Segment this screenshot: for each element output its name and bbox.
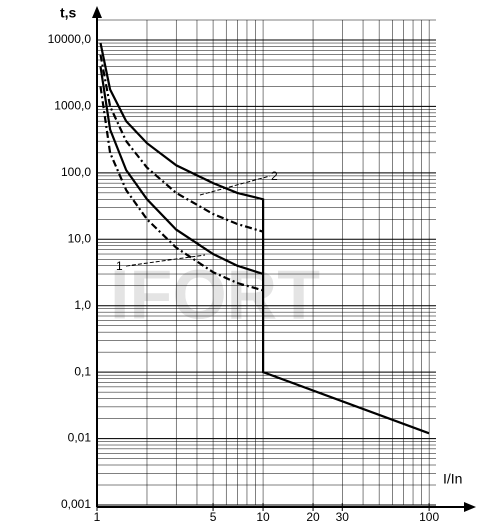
- annotation: 2: [271, 169, 278, 183]
- grid: [96, 19, 436, 506]
- x-axis-label: I/In: [443, 471, 462, 487]
- annotation: 1: [116, 259, 123, 273]
- y-axis-arrow: [92, 6, 102, 18]
- x-tick-label: 1: [94, 510, 101, 524]
- plot: [99, 42, 430, 435]
- x-tick-label: 30: [336, 510, 350, 524]
- watermark: IFORT: [110, 255, 320, 333]
- curve: [99, 54, 264, 233]
- x-tick-label: 100: [419, 510, 439, 524]
- y-tick-label: 10,0: [68, 231, 92, 245]
- y-tick-label: 0,001: [61, 497, 91, 511]
- curve: [99, 42, 430, 435]
- y-tick-label: 1000,0: [54, 99, 91, 113]
- y-tick-label: 100,0: [61, 165, 91, 179]
- y-tick-label: 1,0: [74, 298, 91, 312]
- y-tick-label: 0,1: [74, 364, 91, 378]
- y-axis-label: t,s: [60, 5, 77, 21]
- curve: [99, 66, 264, 276]
- leader-line: [125, 254, 206, 267]
- y-tick-label: 0,01: [68, 431, 92, 445]
- x-tick-label: 20: [306, 510, 320, 524]
- leader-line: [199, 175, 271, 196]
- x-axis-arrow: [464, 502, 476, 512]
- curve: [99, 86, 264, 292]
- x-tick-label: 5: [210, 510, 217, 524]
- y-tick-label: 10000,0: [48, 32, 92, 46]
- x-tick-label: 10: [256, 510, 270, 524]
